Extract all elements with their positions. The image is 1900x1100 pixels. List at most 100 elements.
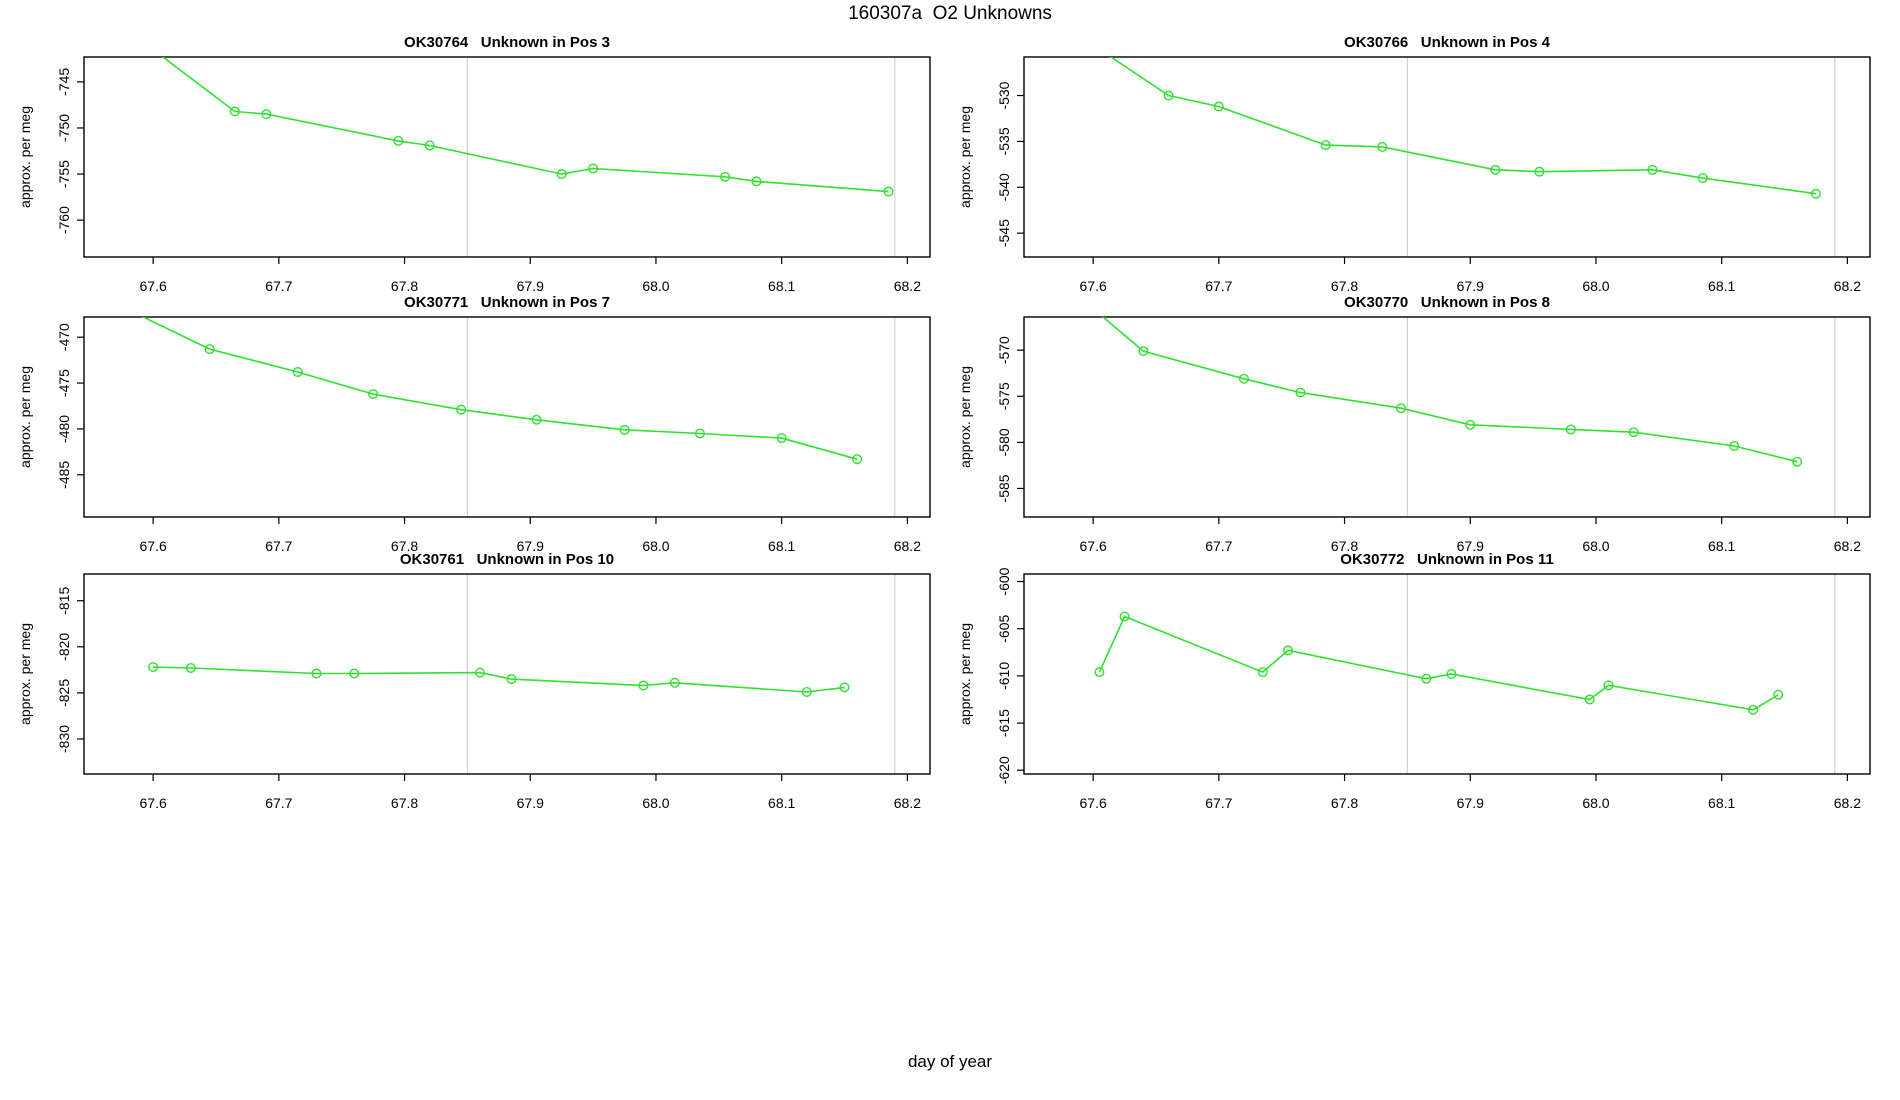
x-tick-label: 68.0 xyxy=(642,795,669,811)
y-tick-label: -600 xyxy=(996,567,1012,595)
y-tick-label: -750 xyxy=(56,114,72,142)
data-points xyxy=(148,662,850,697)
y-axis: -470 -475 -480 -485 approx. per meg xyxy=(17,323,84,489)
ref-lines xyxy=(1406,574,1836,774)
subplot-title: OK30761 Unknown in Pos 10 xyxy=(400,551,614,568)
data-series xyxy=(148,662,850,697)
plot-frame xyxy=(1023,56,1871,258)
y-tick-label: -620 xyxy=(996,756,1012,784)
x-axis: 67.6 67.7 67.8 67.9 68.0 68.1 68.2 xyxy=(140,517,921,554)
data-line xyxy=(141,317,858,460)
x-tick-label: 67.7 xyxy=(265,278,292,294)
data-point-marker xyxy=(1257,667,1268,678)
data-point-marker xyxy=(1748,704,1759,715)
data-line xyxy=(153,666,845,693)
y-axis-label: approx. per meg xyxy=(957,106,973,208)
y-tick-label: -470 xyxy=(56,323,72,351)
data-point-marker xyxy=(292,367,303,378)
x-axis: 67.6 67.7 67.8 67.9 68.0 68.1 68.2 xyxy=(1080,257,1861,294)
x-tick-label: 68.0 xyxy=(642,278,669,294)
y-axis: -600 -605 -610 -615 -620 approx. per meg xyxy=(957,567,1024,784)
data-point-marker xyxy=(839,682,850,693)
y-axis-label: approx. per meg xyxy=(17,623,33,725)
x-tick-label: 68.1 xyxy=(1708,538,1735,554)
data-point-marker xyxy=(124,305,133,314)
y-tick-label: -615 xyxy=(996,709,1012,737)
x-tick-label: 68.2 xyxy=(1834,278,1861,294)
data-point-marker xyxy=(229,106,240,117)
data-point-marker xyxy=(1094,667,1105,678)
data-point-marker xyxy=(1421,673,1432,684)
y-tick-label: -480 xyxy=(56,415,72,443)
ref-lines xyxy=(466,57,896,257)
x-tick-label: 67.6 xyxy=(140,538,167,554)
x-tick-label: 68.0 xyxy=(1582,538,1609,554)
data-point-marker xyxy=(638,680,649,691)
ref-lines xyxy=(466,317,896,517)
x-tick-label: 67.6 xyxy=(1080,538,1107,554)
data-point-marker xyxy=(1295,387,1306,398)
data-point-marker xyxy=(148,662,159,673)
x-tick-label: 67.7 xyxy=(1205,538,1232,554)
data-point-marker xyxy=(456,404,467,415)
y-tick-label: -755 xyxy=(56,160,72,188)
data-point-marker xyxy=(619,424,630,435)
y-axis: -815 -820 -825 -830 approx. per meg xyxy=(17,587,84,753)
data-points xyxy=(149,45,894,197)
x-tick-label: 68.1 xyxy=(1708,278,1735,294)
data-points xyxy=(1163,90,1821,199)
data-point-marker xyxy=(1465,419,1476,430)
data-point-marker xyxy=(474,667,485,678)
ref-lines xyxy=(1406,317,1836,517)
subplot-title: OK30770 Unknown in Pos 8 xyxy=(1344,294,1550,311)
x-tick-label: 68.0 xyxy=(1582,795,1609,811)
data-point-marker xyxy=(852,454,863,465)
x-tick-label: 67.6 xyxy=(140,278,167,294)
x-tick-label: 67.7 xyxy=(265,538,292,554)
main-title: 160307a O2 Unknowns xyxy=(848,3,1052,24)
x-tick-label: 68.0 xyxy=(1582,278,1609,294)
x-tick-label: 67.7 xyxy=(265,795,292,811)
x-axis: 67.6 67.7 67.8 67.9 68.0 68.1 68.2 xyxy=(140,774,921,811)
y-axis-label: approx. per meg xyxy=(17,106,33,208)
x-tick-label: 68.2 xyxy=(894,278,921,294)
x-tick-label: 67.8 xyxy=(1331,795,1358,811)
y-tick-label: -830 xyxy=(56,725,72,753)
y-axis-label: approx. per meg xyxy=(17,366,33,468)
data-point-marker xyxy=(1377,141,1388,152)
x-tick-label: 68.2 xyxy=(894,538,921,554)
data-points xyxy=(124,305,863,465)
y-tick-label: -545 xyxy=(996,219,1012,247)
ref-lines xyxy=(1406,57,1836,257)
data-point-marker xyxy=(694,428,705,439)
subplot-OK30770: 67.6 67.7 67.8 67.9 68.0 68.1 68.2 -570 -575 -580… xyxy=(957,294,1871,554)
data-point-marker xyxy=(1119,611,1130,622)
x-tick-label: 67.8 xyxy=(391,795,418,811)
data-point-marker xyxy=(883,186,894,197)
subplot-OK30761: 67.6 67.7 67.8 67.9 68.0 68.1 68.2 -815 -820 -825… xyxy=(17,551,931,811)
y-tick-label: -485 xyxy=(56,461,72,489)
y-tick-label: -815 xyxy=(56,587,72,615)
plot-frame xyxy=(83,573,931,775)
data-point-marker xyxy=(720,171,731,182)
plot-frame xyxy=(83,316,931,518)
data-series xyxy=(1101,317,1803,467)
y-tick-label: -745 xyxy=(56,68,72,96)
data-point-marker xyxy=(1565,424,1576,435)
data-point-marker xyxy=(1697,173,1708,184)
plot-frame xyxy=(83,56,931,258)
y-tick-label: -820 xyxy=(56,633,72,661)
x-tick-label: 67.8 xyxy=(1331,278,1358,294)
data-point-marker xyxy=(506,674,517,685)
x-tick-label: 68.1 xyxy=(768,538,795,554)
y-axis: -745 -750 -755 -760 approx. per meg xyxy=(17,68,84,234)
x-tick-label: 67.6 xyxy=(1080,278,1107,294)
data-point-marker xyxy=(1534,166,1545,177)
data-point-marker xyxy=(149,45,158,54)
data-point-marker xyxy=(1810,188,1821,199)
data-point-marker xyxy=(531,414,542,425)
y-tick-label: -570 xyxy=(996,336,1012,364)
subplot-OK30764: 67.6 67.7 67.8 67.9 68.0 68.1 68.2 -745 -750 -755… xyxy=(17,34,931,294)
data-point-marker xyxy=(1647,164,1658,175)
data-point-marker xyxy=(1729,441,1740,452)
